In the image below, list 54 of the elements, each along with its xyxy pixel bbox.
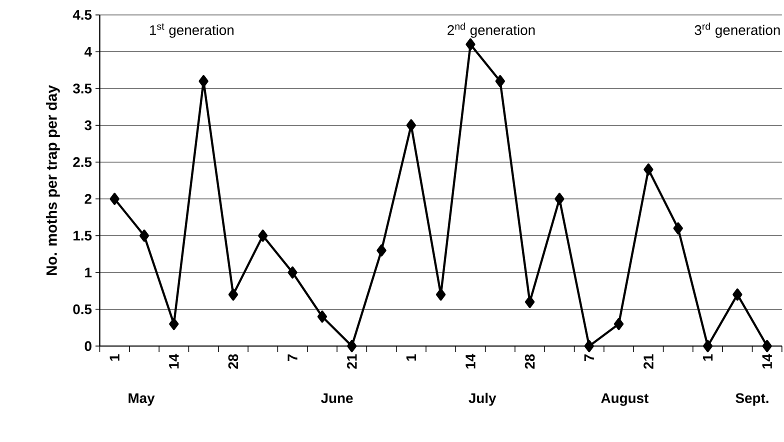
point [524, 296, 535, 308]
text: Sept. [736, 393, 768, 406]
text: June [321, 393, 353, 404]
y-axis-title: No. moths per trap per day [46, 85, 60, 276]
x-tick-label: 21 [346, 354, 357, 369]
y-tick-label: 3.5 [72, 84, 92, 94]
point [258, 230, 268, 242]
y-tick-label: 4 [84, 47, 92, 57]
x-tick-label: 28 [228, 354, 238, 369]
point [347, 340, 357, 352]
point [614, 318, 624, 330]
x-tick-label: 7 [288, 354, 298, 362]
y-tick-label: 1.5 [74, 230, 92, 241]
point [466, 38, 476, 51]
text: July [468, 392, 496, 406]
annotation: 3$^{rd}$ generation [694, 22, 780, 38]
annotation: 2$^{nd}$ generation [448, 22, 535, 38]
y-tick-label: 1 [85, 268, 92, 278]
y-tick-label: 2.5 [73, 157, 92, 168]
x-tick-label: 21 [644, 354, 654, 369]
text: August [601, 393, 649, 406]
y-tick-label: 0.5 [73, 304, 92, 314]
y-tick-label: 0 [84, 341, 92, 352]
point [376, 244, 386, 257]
x-tick-label: 14 [169, 354, 179, 369]
x-tick-label: 28 [524, 354, 535, 369]
y-tick-label: 4.5 [72, 10, 92, 20]
point [317, 310, 328, 323]
point [228, 288, 238, 301]
y-tick-label: 3 [84, 120, 92, 130]
x-tick-label: 1 [702, 354, 713, 361]
text: May [128, 393, 155, 406]
x-tick-label: 1 [406, 354, 416, 361]
point [169, 318, 179, 330]
point [406, 119, 416, 132]
x-tick-label: 1 [110, 354, 120, 361]
point [554, 192, 564, 206]
annotation: 1$^{st}$ generation [150, 24, 234, 38]
point [198, 75, 208, 88]
x-tick-label: 14 [466, 354, 476, 369]
point [584, 340, 594, 352]
point [644, 163, 654, 176]
x-tick-label: 14 [762, 354, 772, 369]
point [495, 75, 505, 88]
point [702, 340, 713, 352]
point [732, 288, 742, 301]
point [139, 230, 150, 242]
x-tick-label: 7 [584, 354, 594, 362]
point [288, 266, 298, 279]
y-tick-label: 2 [84, 194, 92, 204]
point [673, 222, 683, 235]
point [436, 288, 446, 301]
point [762, 340, 772, 352]
point [110, 192, 120, 206]
